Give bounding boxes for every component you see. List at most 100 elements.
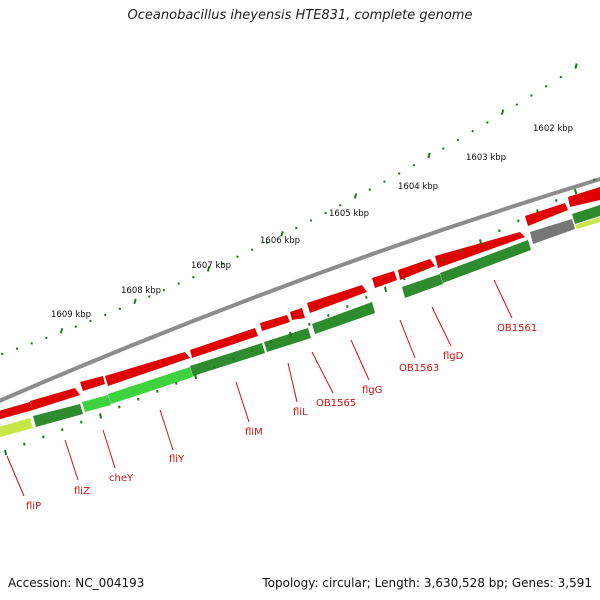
reverse-gene-bar[interactable]: [572, 205, 600, 224]
scale-tick: [384, 286, 388, 293]
forward-gene-arrow[interactable]: [0, 402, 33, 420]
forward-gene-arrow[interactable]: [190, 328, 258, 358]
accession-text: Accession: NC_004193: [8, 576, 145, 590]
reverse-gene-track: [0, 205, 600, 438]
scale-tick: [236, 255, 239, 258]
scale-tick: [4, 449, 8, 456]
scale-tick: [555, 199, 558, 203]
scale-tick: [270, 340, 273, 344]
scale-tick: [515, 103, 518, 106]
scale-tick: [574, 188, 578, 195]
forward-gene-arrow[interactable]: [290, 308, 305, 320]
scale-tick: [500, 109, 505, 115]
scale-tick: [133, 298, 137, 305]
scale-tick: [45, 336, 48, 340]
scale-tick: [536, 209, 539, 213]
gene-label[interactable]: fliZ: [74, 486, 90, 497]
scale-tick: [23, 442, 26, 446]
reverse-gene-bar[interactable]: [0, 418, 33, 438]
scale-tick: [61, 428, 64, 432]
reverse-gene-bar[interactable]: [33, 404, 83, 427]
scale-tick: [232, 357, 235, 361]
gene-label[interactable]: OB1561: [497, 323, 537, 334]
gene-label[interactable]: fliP: [26, 501, 41, 512]
scale-tick: [192, 275, 195, 279]
forward-gene-arrow[interactable]: [398, 259, 435, 280]
forward-gene-arrow[interactable]: [30, 388, 80, 410]
gene-leader-line: [102, 429, 116, 469]
scale-tick: [175, 381, 178, 385]
forward-gene-arrow[interactable]: [260, 315, 290, 331]
scale-tick: [327, 314, 330, 317]
scale-tick: [593, 178, 596, 182]
scale-tick: [498, 229, 501, 233]
reverse-gene-bar[interactable]: [312, 302, 375, 334]
reverse-gene-bar[interactable]: [402, 274, 443, 298]
inner-tick-ring: [4, 178, 596, 456]
scale-tick: [250, 248, 254, 251]
gene-label[interactable]: fliY: [169, 454, 185, 465]
gene-label[interactable]: OB1565: [316, 398, 356, 409]
forward-gene-arrow[interactable]: [568, 187, 600, 207]
gene-label[interactable]: OB1563: [399, 363, 439, 374]
reverse-gene-bar[interactable]: [264, 328, 311, 352]
scale-tick: [1, 352, 4, 356]
gene-leader-line: [235, 381, 250, 423]
forward-gene-arrow[interactable]: [372, 271, 397, 288]
scale-tick: [103, 313, 107, 317]
scale-tick: [441, 258, 444, 262]
forward-gene-track: [0, 187, 600, 420]
scale-tick: [156, 389, 159, 393]
reverse-gene-bar[interactable]: [575, 217, 600, 229]
scale-tick: [251, 348, 254, 352]
gene-label[interactable]: fliL: [293, 407, 308, 418]
scale-tick: [137, 397, 140, 401]
reverse-gene-bar[interactable]: [530, 219, 575, 244]
gene-leader-line: [399, 319, 416, 359]
scale-tick: [280, 231, 284, 237]
scale-tick: [118, 307, 122, 311]
forward-gene-arrow[interactable]: [307, 285, 367, 313]
scale-tick: [148, 295, 151, 298]
scale-tick: [517, 219, 520, 223]
gene-label[interactable]: cheY: [109, 473, 134, 484]
scale-tick: [383, 180, 386, 183]
forward-gene-arrow[interactable]: [105, 352, 190, 386]
scale-tick: [403, 277, 406, 281]
forward-gene-arrow[interactable]: [80, 376, 105, 391]
gene-label[interactable]: flgG: [362, 385, 382, 396]
kbp-scale-labels: 1602 kbp 1603 kbp 1604 kbp 1605 kbp 1606 kbp…: [51, 124, 573, 320]
reverse-gene-bar[interactable]: [440, 240, 531, 283]
gene-label[interactable]: fliM: [245, 427, 263, 438]
gene-leader-line: [311, 351, 334, 394]
scale-tick: [308, 322, 311, 326]
scale-tick: [74, 325, 77, 328]
reverse-gene-bar[interactable]: [82, 395, 111, 412]
forward-gene-arrow[interactable]: [525, 203, 568, 226]
scale-tick: [162, 288, 166, 292]
kbp-label: 1602 kbp: [533, 124, 573, 134]
reverse-gene-bar[interactable]: [190, 343, 265, 376]
kbp-label: 1608 kbp: [121, 286, 161, 296]
gene-label[interactable]: flgD: [443, 351, 464, 362]
scale-tick: [206, 266, 211, 272]
scale-tick: [59, 328, 64, 334]
forward-gene-arrow[interactable]: [435, 232, 525, 268]
scale-tick: [339, 204, 342, 207]
gene-leader-line: [64, 439, 79, 481]
map-title: Oceanobacillus iheyensis HTE831, complet…: [127, 8, 473, 23]
scale-tick: [213, 365, 216, 369]
gene-leader-line: [350, 339, 370, 381]
scale-tick: [460, 248, 463, 252]
scale-tick: [365, 295, 368, 299]
gene-leader-line: [431, 306, 452, 347]
scale-tick: [544, 85, 548, 88]
scale-tick: [221, 262, 224, 265]
scale-tick: [42, 435, 45, 439]
scale-tick: [422, 268, 425, 272]
scale-tick: [346, 305, 349, 309]
reverse-gene-bar[interactable]: [108, 367, 193, 404]
outer-tick-ring: [1, 63, 578, 356]
scale-tick: [368, 188, 371, 191]
